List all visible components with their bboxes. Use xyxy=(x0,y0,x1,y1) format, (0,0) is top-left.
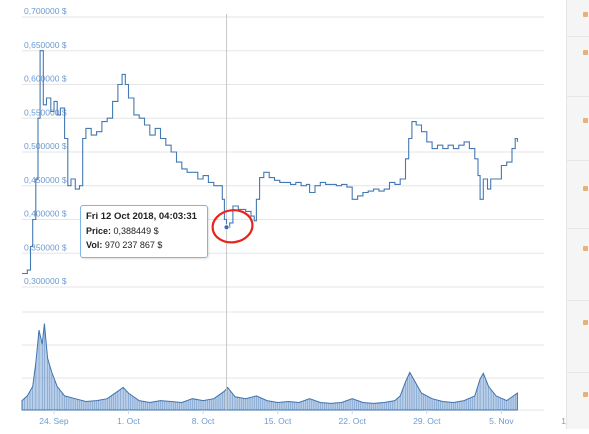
y-tick-label: 0,400000 $ xyxy=(24,209,67,219)
sidebar-divider xyxy=(567,300,589,301)
y-tick-label: 0,550000 $ xyxy=(24,107,67,117)
tooltip: Fri 12 Oct 2018, 04:03:31 Price: 0,38844… xyxy=(80,205,208,258)
y-tick-label: 0,700000 $ xyxy=(24,6,67,16)
y-tick-label: 0,350000 $ xyxy=(24,242,67,252)
sidebar-divider xyxy=(567,160,589,161)
y-tick-label: 0,450000 $ xyxy=(24,175,67,185)
x-tick-label: 29. Oct xyxy=(413,416,441,426)
chart-panel: 0,300000 $ 0,350000 $ 0,400000 $ 0,450000 $… xyxy=(21,6,589,426)
tooltip-volume-value: 970 237 867 $ xyxy=(104,240,163,250)
sidebar-marker xyxy=(583,246,588,251)
sidebar-divider xyxy=(567,228,589,229)
sidebar-marker xyxy=(583,50,588,55)
x-tick-label: 15. Oct xyxy=(264,416,292,426)
sidebar-divider xyxy=(567,96,589,97)
x-tick-label: 24. Sep xyxy=(39,416,69,426)
tooltip-price-label: Price: xyxy=(86,226,112,236)
sidebar-divider xyxy=(567,372,589,373)
sidebar-marker xyxy=(583,320,588,325)
tooltip-volume-row: Vol: 970 237 867 $ xyxy=(86,238,202,252)
x-tick-label: 22. Oct xyxy=(339,416,367,426)
tooltip-date: Fri 12 Oct 2018, 04:03:31 xyxy=(86,211,197,222)
x-tick-label: 1. Oct xyxy=(117,416,140,426)
tooltip-price-value: 0,388449 $ xyxy=(113,226,159,236)
sidebar-marker xyxy=(583,118,588,123)
volume-area xyxy=(21,323,518,411)
sidebar-marker xyxy=(583,392,588,397)
y-tick-label: 0,600000 $ xyxy=(24,74,67,84)
x-tick-label: 5. Nov xyxy=(489,416,514,426)
tooltip-price-row: Price: 0,388449 $ xyxy=(86,224,202,238)
sidebar-marker xyxy=(583,186,588,191)
y-tick-label: 0,500000 $ xyxy=(24,141,67,151)
y-tick-label: 0,300000 $ xyxy=(24,276,67,286)
y-tick-label: 0,650000 $ xyxy=(24,40,67,50)
sidebar-panel xyxy=(566,0,589,429)
sidebar-divider xyxy=(567,36,589,37)
x-tick-label: 8. Oct xyxy=(192,416,215,426)
sidebar-marker xyxy=(583,12,588,17)
price-line xyxy=(22,50,518,275)
hover-marker xyxy=(223,224,230,231)
red-circle-annotation xyxy=(211,209,254,244)
tooltip-volume-label: Vol: xyxy=(86,240,103,250)
